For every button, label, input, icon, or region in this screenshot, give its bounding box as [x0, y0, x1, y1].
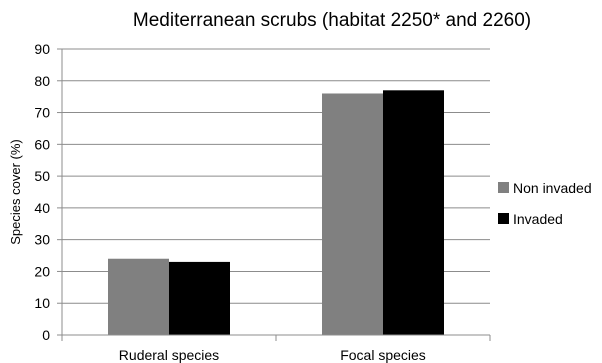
bar-non-invaded-ruderal-species [108, 258, 169, 335]
legend: Non invaded Invaded [498, 180, 592, 227]
x-category-label: Focal species [340, 347, 426, 363]
legend-swatch [498, 213, 509, 224]
x-axis: Ruderal species Focal species [61, 334, 491, 363]
y-tick-label: 30 [34, 232, 50, 248]
x-category-label: Ruderal species [119, 347, 219, 363]
y-tick-label: 0 [42, 327, 50, 343]
y-tick-label: 20 [34, 263, 50, 279]
y-tick-label: 10 [34, 295, 50, 311]
bar-invaded-focal-species [383, 90, 444, 335]
y-axis: 0 10 20 30 40 50 60 70 80 90 [34, 41, 63, 343]
legend-label: Non invaded [513, 180, 592, 196]
y-axis-label: Species cover (%) [8, 139, 23, 244]
chart-title: Mediterranean scrubs (habitat 2250* and … [133, 10, 531, 31]
bar-invaded-ruderal-species [169, 261, 230, 335]
y-tick-label: 90 [34, 41, 50, 57]
y-tick-label: 70 [34, 105, 50, 121]
legend-label: Invaded [513, 211, 563, 227]
y-tick-label: 40 [34, 200, 50, 216]
y-tick-label: 80 [34, 73, 50, 89]
bars [108, 90, 444, 335]
bar-non-invaded-focal-species [322, 93, 383, 335]
y-tick-label: 50 [34, 168, 50, 184]
legend-swatch [498, 182, 509, 193]
y-tick-label: 60 [34, 136, 50, 152]
